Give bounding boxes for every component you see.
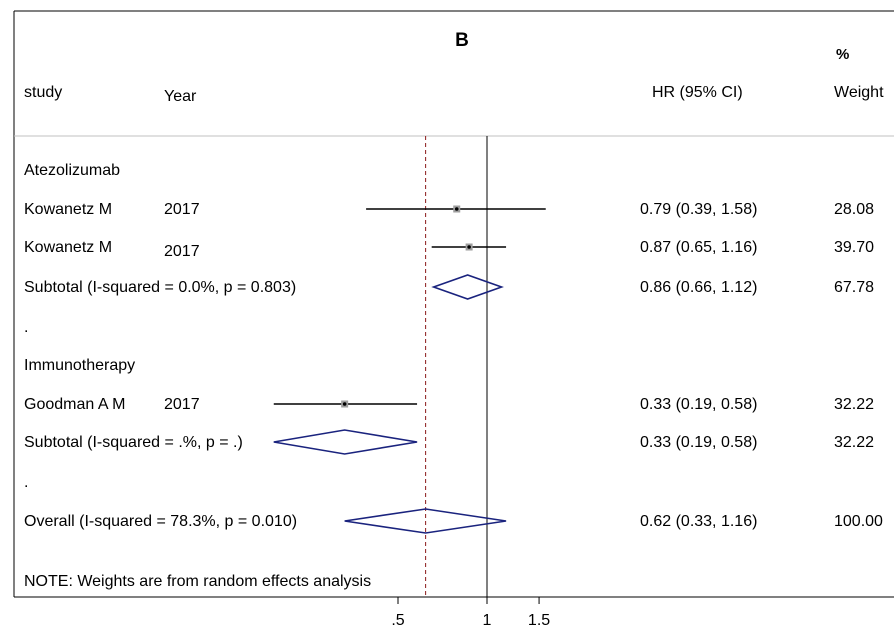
weight-text: 67.78	[834, 279, 874, 296]
weight-text: 39.70	[834, 239, 874, 256]
weight-text: 28.08	[834, 201, 874, 218]
row-group: Immunotherapy	[24, 357, 135, 374]
x-tick-label: 1	[483, 612, 492, 629]
weight-text: 100.00	[834, 513, 883, 530]
study-name: Goodman A M	[24, 396, 125, 413]
study-name: Kowanetz M	[24, 201, 112, 218]
footnote: NOTE: Weights are from random effects an…	[24, 573, 371, 590]
group-label: Immunotherapy	[24, 357, 135, 374]
weight-text: 32.22	[834, 434, 874, 451]
row-study: Goodman A M 2017 0.33 (0.19, 0.58) 32.22	[24, 396, 874, 413]
study-year: 2017	[164, 243, 200, 260]
point-estimate-dot	[467, 245, 471, 249]
point-estimate-dot	[454, 207, 459, 211]
study-name: Kowanetz M	[24, 239, 112, 256]
hr-ci-text: 0.33 (0.19, 0.58)	[640, 396, 757, 413]
point-estimate-dot	[342, 402, 347, 406]
overall-diamond	[344, 508, 507, 534]
hr-ci-text: 0.33 (0.19, 0.58)	[640, 434, 757, 451]
study-year: 2017	[164, 396, 200, 413]
row-spacer: .	[24, 319, 28, 336]
subtotal-label: Subtotal (I-squared = .%, p = .)	[24, 434, 243, 451]
hr-ci-text: 0.79 (0.39, 1.58)	[640, 201, 757, 218]
header-weight-pct: %	[836, 46, 849, 63]
row-spacer: .	[24, 474, 28, 491]
row-study: Kowanetz M 2017 0.87 (0.65, 1.16) 39.70	[24, 239, 874, 260]
row-group: Atezolizumab	[24, 162, 120, 179]
spacer-dot: .	[24, 474, 28, 491]
row-subtotal: Subtotal (I-squared = .%, p = .) 0.33 (0.…	[24, 429, 874, 455]
spacer-dot: .	[24, 319, 28, 336]
row-overall: Overall (I-squared = 78.3%, p = 0.010) 0.…	[24, 508, 883, 534]
header-hr-ci: HR (95% CI)	[652, 84, 743, 101]
x-tick-label: .5	[391, 612, 404, 629]
header-weight: Weight	[834, 84, 884, 101]
overall-label: Overall (I-squared = 78.3%, p = 0.010)	[24, 513, 297, 530]
header-year: Year	[164, 88, 197, 105]
hr-ci-text: 0.62 (0.33, 1.16)	[640, 513, 757, 530]
row-study: Kowanetz M 2017 0.79 (0.39, 1.58) 28.08	[24, 201, 874, 218]
study-year: 2017	[164, 201, 200, 218]
x-tick-label: 1.5	[528, 612, 550, 629]
subtotal-label: Subtotal (I-squared = 0.0%, p = 0.803)	[24, 279, 296, 296]
row-subtotal: Subtotal (I-squared = 0.0%, p = 0.803) 0.…	[24, 274, 874, 300]
hr-ci-text: 0.87 (0.65, 1.16)	[640, 239, 757, 256]
weight-text: 32.22	[834, 396, 874, 413]
subtotal-diamond	[273, 429, 418, 455]
hr-ci-text: 0.86 (0.66, 1.12)	[640, 279, 757, 296]
chart-title: B	[455, 30, 469, 51]
group-label: Atezolizumab	[24, 162, 120, 179]
subtotal-diamond	[431, 274, 504, 300]
header-study: study	[24, 84, 62, 101]
